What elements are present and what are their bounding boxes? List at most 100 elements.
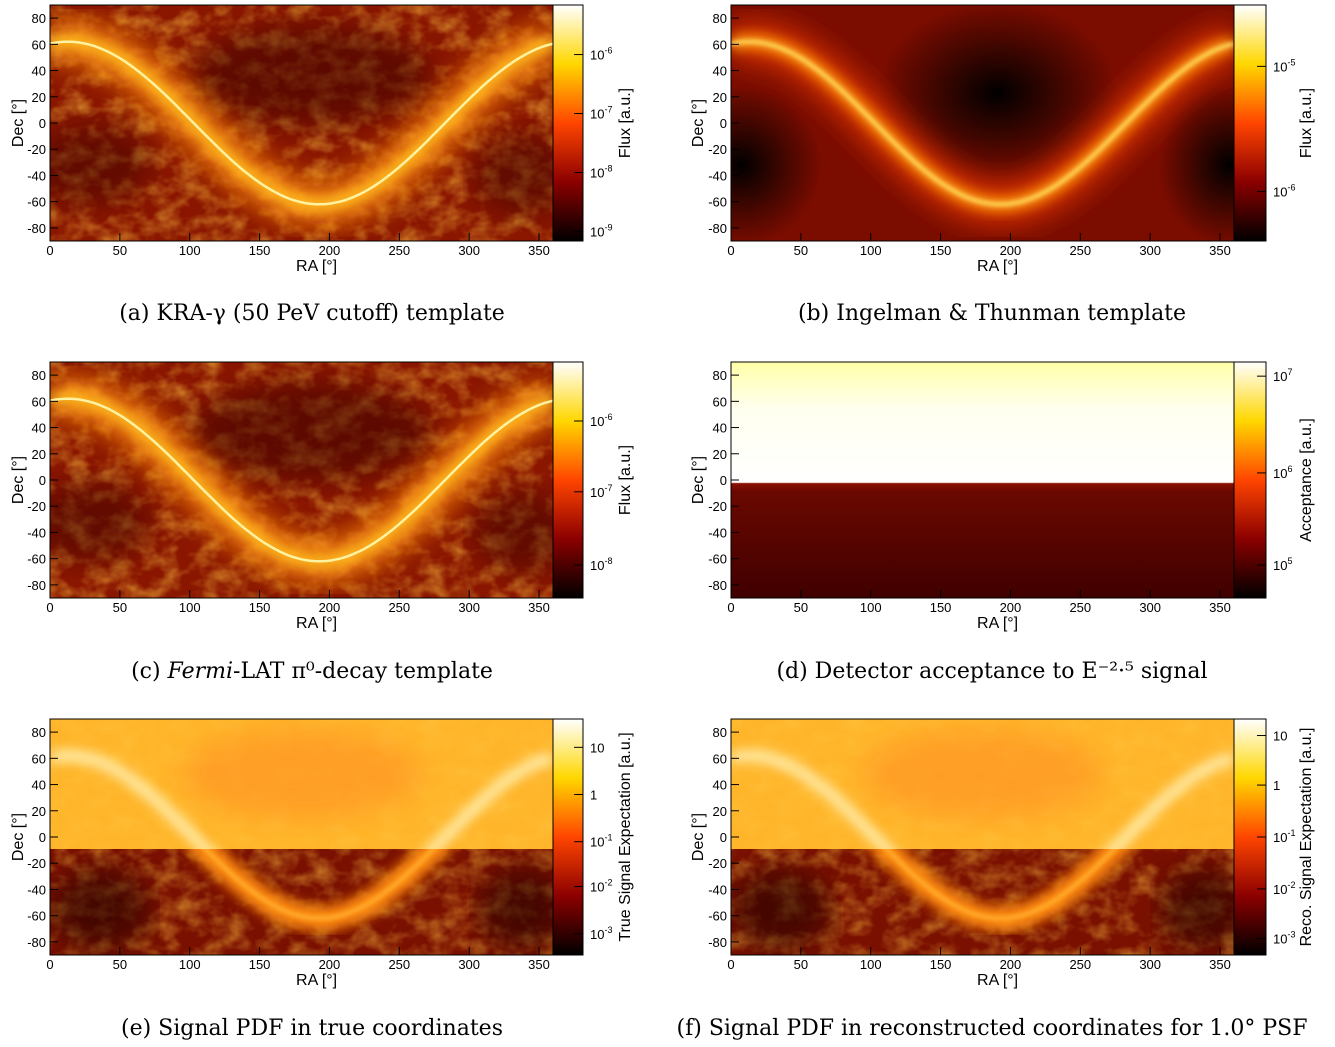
x-tick-label: 300 [458,243,480,258]
x-tick-label: 350 [528,243,550,258]
x-tick-label: 200 [1000,957,1022,972]
x-axis-label: RA [°] [296,258,337,275]
x-tick-label: 100 [179,957,201,972]
caption-d: (d) Detector acceptance to E⁻²·⁵ signal [776,659,1207,684]
y-tick-label: 0 [720,116,727,131]
y-tick-label: -40 [708,882,727,897]
y-tick-label: 20 [713,90,727,105]
y-tick-label: 60 [32,394,46,409]
y-tick-label: 80 [713,11,727,26]
heatmap-f [731,719,1234,955]
colorbar-tick-label: 10-9 [590,223,612,240]
colorbar [1233,4,1267,242]
x-tick-label: 350 [1209,243,1231,258]
y-tick-label: 0 [39,116,46,131]
panel-c: 0 50 100 150 200 250 300 350806040200-20-40-60-… [10,361,634,684]
colorbar-tick-label: 10-6 [590,46,612,63]
colorbar [552,718,584,956]
caption-f: (f) Signal PDF in reconstructed coordina… [677,1016,1308,1041]
colorbar-label: Flux [a.u.] [617,445,634,515]
x-tick-label: 350 [1209,600,1231,615]
x-tick-label: 50 [113,957,127,972]
x-tick-label: 350 [528,600,550,615]
x-tick-label: 0 [46,957,53,972]
x-tick-label: 150 [930,957,952,972]
x-tick-label: 250 [1069,243,1091,258]
y-axis-label: Dec [°] [10,456,27,504]
colorbar [1233,361,1267,599]
panel-b: 0 50 100 150 200 250 300 350806040200-20-40-60-… [690,4,1315,326]
y-tick-label: -20 [27,856,46,871]
x-tick-label: 300 [458,957,480,972]
x-tick-label: 150 [249,243,271,258]
colorbar-tick-label: 105 [1273,556,1292,573]
x-tick-label: 250 [1069,957,1091,972]
y-tick-label: -60 [708,909,727,924]
colorbar-tick-label: 10-1 [590,833,612,850]
y-tick-label: 40 [713,778,727,793]
panel-a: 0 50 100 150 200 250 300 350806040200-20-40-60-… [10,4,634,326]
y-tick-label: 20 [32,90,46,105]
x-tick-label: 50 [113,600,127,615]
y-tick-label: -40 [27,168,46,183]
y-tick-label: 0 [720,830,727,845]
y-tick-label: 60 [32,37,46,52]
colorbar-tick-label: 10-3 [1273,929,1295,946]
y-tick-label: -20 [708,142,727,157]
colorbar-tick-label: 10-8 [590,164,612,181]
colorbar-label: Flux [a.u.] [617,88,634,158]
y-tick-label: 80 [32,11,46,26]
y-tick-label: -20 [27,142,46,157]
colorbar-label: True Signal Expectation [a.u.] [617,732,634,941]
y-tick-label: 60 [713,37,727,52]
x-tick-label: 50 [113,243,127,258]
y-axis-label: Dec [°] [690,456,707,504]
y-tick-label: -40 [27,525,46,540]
y-tick-label: -60 [27,195,46,210]
colorbar-tick-label: 10-7 [590,105,612,122]
y-tick-label: 40 [32,778,46,793]
caption-e: (e) Signal PDF in true coordinates [121,1016,503,1041]
y-tick-label: 80 [713,368,727,383]
y-tick-label: -60 [27,909,46,924]
y-axis-label: Dec [°] [690,813,707,861]
y-tick-label: 20 [713,804,727,819]
x-tick-label: 300 [1139,600,1161,615]
y-tick-label: 40 [713,64,727,79]
colorbar-tick-label: 106 [1273,464,1292,481]
y-tick-label: -80 [708,578,727,593]
y-tick-label: 20 [32,447,46,462]
colorbar-tick-label: 10-6 [1273,182,1295,199]
x-axis-label: RA [°] [977,258,1018,275]
x-tick-label: 150 [249,957,271,972]
y-tick-label: 40 [32,421,46,436]
colorbar-tick-label: 10-7 [590,483,612,500]
x-tick-label: 300 [458,600,480,615]
y-tick-label: -80 [27,578,46,593]
y-tick-label: -60 [708,552,727,567]
panel-d: 0 50 100 150 200 250 300 350806040200-20-40-60-… [690,361,1315,684]
y-tick-label: 60 [32,751,46,766]
x-tick-label: 200 [319,957,341,972]
x-tick-label: 350 [1209,957,1231,972]
y-tick-label: -20 [27,499,46,514]
caption-a: (a) KRA-γ (50 PeV cutoff) template [119,301,505,326]
y-axis-label: Dec [°] [10,813,27,861]
y-tick-label: -20 [708,499,727,514]
colorbar [552,4,584,242]
heatmap-c [50,362,553,598]
x-axis-label: RA [°] [296,972,337,989]
colorbar-tick-label: 10 [1273,729,1287,744]
caption-c: (c) Fermi-LAT π⁰-decay template [131,659,493,684]
caption-b: (b) Ingelman & Thunman template [798,301,1186,326]
colorbar-tick-label: 1 [1273,778,1280,793]
x-tick-label: 200 [319,243,341,258]
colorbar-tick-label: 10-5 [1273,57,1295,74]
y-tick-label: -60 [708,195,727,210]
x-tick-label: 350 [528,957,550,972]
heatmap-b [731,5,1234,241]
heatmap-e [50,719,553,955]
y-tick-label: 80 [32,368,46,383]
x-tick-label: 250 [1069,600,1091,615]
x-axis-label: RA [°] [977,615,1018,632]
